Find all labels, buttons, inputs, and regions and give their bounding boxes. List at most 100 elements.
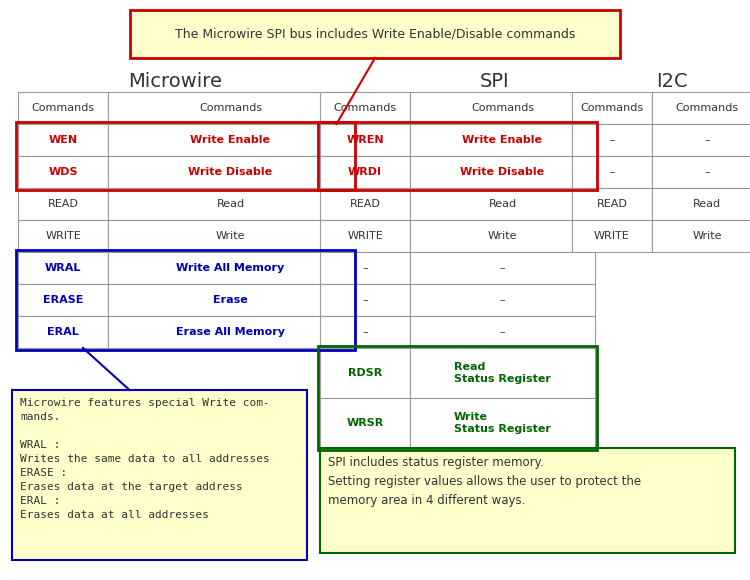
Text: –: – <box>362 295 368 305</box>
Bar <box>108 252 353 284</box>
Text: WRDI: WRDI <box>348 167 382 177</box>
Text: SPI includes status register memory.
Setting register values allows the user to : SPI includes status register memory. Set… <box>328 456 641 507</box>
Text: Write Disable: Write Disable <box>460 167 544 177</box>
Bar <box>108 284 353 316</box>
Text: READ: READ <box>596 199 628 209</box>
Bar <box>652 220 750 252</box>
Bar <box>18 316 108 348</box>
Text: WREN: WREN <box>346 135 384 145</box>
Bar <box>320 398 410 448</box>
Bar <box>318 346 597 450</box>
Text: Commands: Commands <box>334 103 397 113</box>
Text: –: – <box>362 327 368 337</box>
Bar <box>572 188 652 220</box>
Text: Write Enable: Write Enable <box>190 135 271 145</box>
Text: Write: Write <box>216 231 245 241</box>
Bar <box>410 316 595 348</box>
Text: –: – <box>609 135 615 145</box>
Bar <box>108 220 353 252</box>
Bar <box>572 220 652 252</box>
Text: Write
Status Register: Write Status Register <box>454 412 551 434</box>
Text: READ: READ <box>47 199 79 209</box>
Bar <box>108 156 353 188</box>
Bar <box>12 390 307 560</box>
Bar <box>320 156 410 188</box>
Text: RDSR: RDSR <box>348 368 382 378</box>
Text: Write Enable: Write Enable <box>463 135 542 145</box>
Bar <box>108 92 353 124</box>
Bar <box>572 124 652 156</box>
Text: –: – <box>704 135 710 145</box>
Bar <box>320 252 410 284</box>
Text: Write: Write <box>488 231 518 241</box>
Text: –: – <box>704 167 710 177</box>
Text: Erase: Erase <box>213 295 248 305</box>
Bar <box>410 348 595 398</box>
Text: –: – <box>500 263 506 273</box>
Bar <box>320 124 410 156</box>
Text: READ: READ <box>350 199 380 209</box>
Text: Read: Read <box>488 199 517 209</box>
Text: –: – <box>500 327 506 337</box>
Bar <box>320 92 410 124</box>
Bar <box>410 92 595 124</box>
Bar <box>18 220 108 252</box>
Text: Commands: Commands <box>32 103 94 113</box>
Bar <box>410 188 595 220</box>
Bar <box>318 122 597 190</box>
Text: –: – <box>609 167 615 177</box>
Text: I2C: I2C <box>656 72 688 91</box>
Bar <box>18 252 108 284</box>
Bar <box>410 220 595 252</box>
Text: SPI: SPI <box>480 72 510 91</box>
Text: The Microwire SPI bus includes Write Enable/Disable commands: The Microwire SPI bus includes Write Ena… <box>175 27 575 41</box>
Bar <box>320 220 410 252</box>
Bar <box>320 188 410 220</box>
Bar <box>108 316 353 348</box>
Bar <box>108 188 353 220</box>
Text: WRITE: WRITE <box>45 231 81 241</box>
Bar <box>320 348 410 398</box>
Bar <box>652 124 750 156</box>
Bar <box>130 10 620 58</box>
Text: WRSR: WRSR <box>346 418 383 428</box>
Text: WRAL: WRAL <box>45 263 81 273</box>
Text: Write: Write <box>692 231 722 241</box>
Text: WEN: WEN <box>49 135 77 145</box>
Bar <box>16 122 355 190</box>
Bar <box>320 316 410 348</box>
Bar <box>18 156 108 188</box>
Text: –: – <box>500 295 506 305</box>
Bar <box>16 250 355 350</box>
Text: Erase All Memory: Erase All Memory <box>176 327 285 337</box>
Bar <box>410 156 595 188</box>
Bar <box>18 92 108 124</box>
Text: Read: Read <box>217 199 244 209</box>
Text: Commands: Commands <box>580 103 644 113</box>
Text: ERASE: ERASE <box>43 295 83 305</box>
Text: Commands: Commands <box>471 103 534 113</box>
Bar <box>410 124 595 156</box>
Text: Commands: Commands <box>199 103 262 113</box>
Bar <box>572 92 652 124</box>
Text: Write All Memory: Write All Memory <box>176 263 285 273</box>
Bar <box>410 398 595 448</box>
Bar <box>18 284 108 316</box>
Text: WDS: WDS <box>48 167 78 177</box>
Bar <box>572 156 652 188</box>
Bar <box>108 124 353 156</box>
Bar <box>410 284 595 316</box>
Bar <box>652 156 750 188</box>
Text: –: – <box>362 263 368 273</box>
Bar <box>18 188 108 220</box>
Bar <box>320 284 410 316</box>
Text: Read: Read <box>693 199 721 209</box>
Text: Commands: Commands <box>676 103 739 113</box>
Bar <box>410 252 595 284</box>
Text: Read
Status Register: Read Status Register <box>454 362 551 384</box>
Text: Microwire: Microwire <box>128 72 222 91</box>
Bar <box>18 124 108 156</box>
Text: WRITE: WRITE <box>347 231 382 241</box>
Text: Write Disable: Write Disable <box>188 167 272 177</box>
Text: ERAL: ERAL <box>47 327 79 337</box>
